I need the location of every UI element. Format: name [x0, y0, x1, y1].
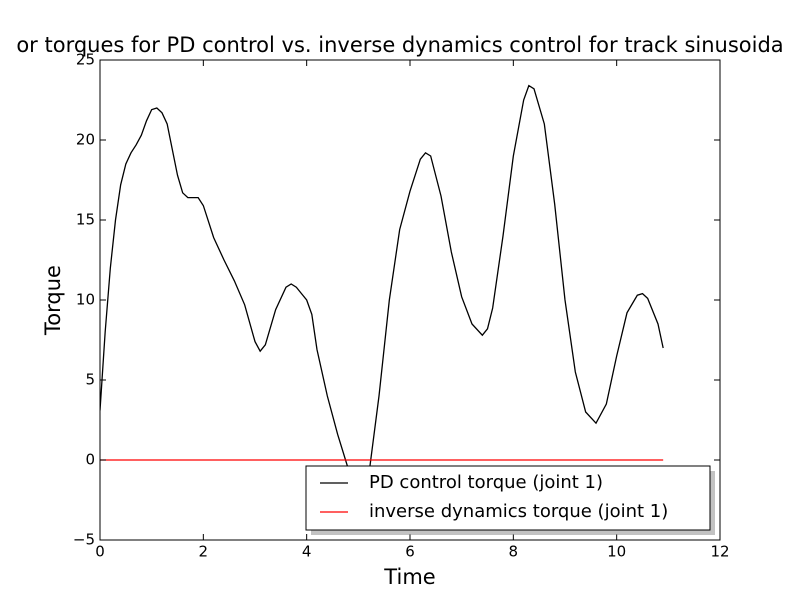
- legend: [305, 465, 711, 531]
- x-tick-label: 2: [199, 543, 209, 561]
- x-axis-label: Time: [383, 565, 435, 589]
- x-tick-label: 6: [405, 543, 415, 561]
- y-tick-label: 20: [76, 131, 95, 149]
- series-line: [100, 84, 664, 494]
- x-tick-label: 12: [710, 543, 729, 561]
- y-tick-label: 15: [76, 211, 95, 229]
- x-tick-label: 8: [509, 543, 519, 561]
- legend-label: PD control torque (joint 1): [369, 472, 603, 493]
- y-tick-label: 10: [76, 291, 95, 309]
- y-tick-label: 5: [85, 371, 95, 389]
- x-tick-label: 10: [607, 543, 626, 561]
- legend-label: inverse dynamics torque (joint 1): [369, 501, 668, 522]
- y-tick-label: −5: [73, 531, 95, 549]
- x-tick-label: 0: [95, 543, 105, 561]
- y-tick-label: 0: [85, 451, 95, 469]
- y-tick-label: 25: [76, 51, 95, 69]
- chart-title: or torques for PD control vs. inverse dy…: [16, 33, 783, 57]
- y-axis-label: Torque: [41, 265, 65, 336]
- x-tick-label: 4: [302, 543, 312, 561]
